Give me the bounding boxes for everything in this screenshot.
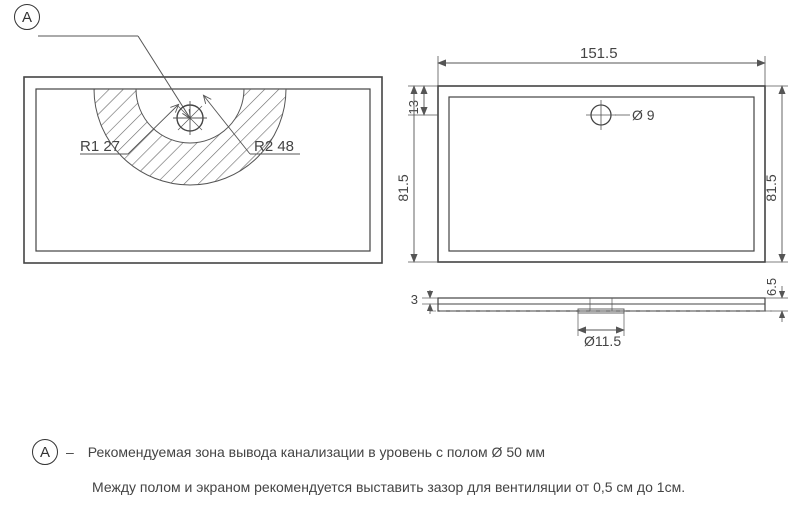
- dim-left: 13 81.5: [395, 86, 438, 262]
- legend-row-2: Между полом и экраном рекомендуется выст…: [32, 479, 770, 495]
- right-plan-view: 151.5 Ø 9 13 81.5: [395, 45, 788, 262]
- svg-text:6.5: 6.5: [764, 278, 779, 296]
- svg-text:81.5: 81.5: [763, 174, 779, 201]
- svg-text:3: 3: [411, 292, 418, 307]
- dim-width: 151.5: [438, 45, 765, 86]
- dim-drain-od: Ø11.5: [578, 313, 624, 349]
- detail-marker-letter: A: [40, 444, 50, 461]
- dim-height: 6.5: [764, 278, 788, 322]
- legend-row-1: A – Рекомендуемая зона вывода канализаци…: [32, 439, 770, 465]
- svg-text:Ø 9: Ø 9: [632, 107, 655, 123]
- svg-text:R1 27: R1 27: [80, 138, 120, 155]
- legend-text-2: Между полом и экраном рекомендуется выст…: [92, 479, 685, 495]
- detail-marker-letter: A: [22, 9, 32, 26]
- dash-icon: –: [66, 444, 74, 460]
- legend-text-1: Рекомендуемая зона вывода канализации в …: [88, 444, 545, 460]
- detail-marker-a-legend: A: [32, 439, 58, 465]
- detail-marker-a-top: A: [14, 4, 40, 30]
- legend-block: A – Рекомендуемая зона вывода канализаци…: [32, 439, 770, 495]
- svg-text:Ø11.5: Ø11.5: [584, 333, 621, 349]
- svg-text:81.5: 81.5: [395, 174, 411, 201]
- dim-right: 81.5: [763, 86, 788, 262]
- dim-lip: 3: [411, 290, 438, 314]
- drain-circle-right: Ø 9: [586, 100, 655, 130]
- technical-drawing: R1 27 R2 48 151.5 Ø 9: [0, 0, 790, 420]
- svg-text:151.5: 151.5: [580, 45, 618, 62]
- svg-text:R2 48: R2 48: [254, 138, 294, 155]
- left-plan-view: R1 27 R2 48: [19, 26, 382, 263]
- svg-text:13: 13: [406, 100, 421, 114]
- side-elevation-view: 3 6.5 Ø11.5: [411, 278, 788, 349]
